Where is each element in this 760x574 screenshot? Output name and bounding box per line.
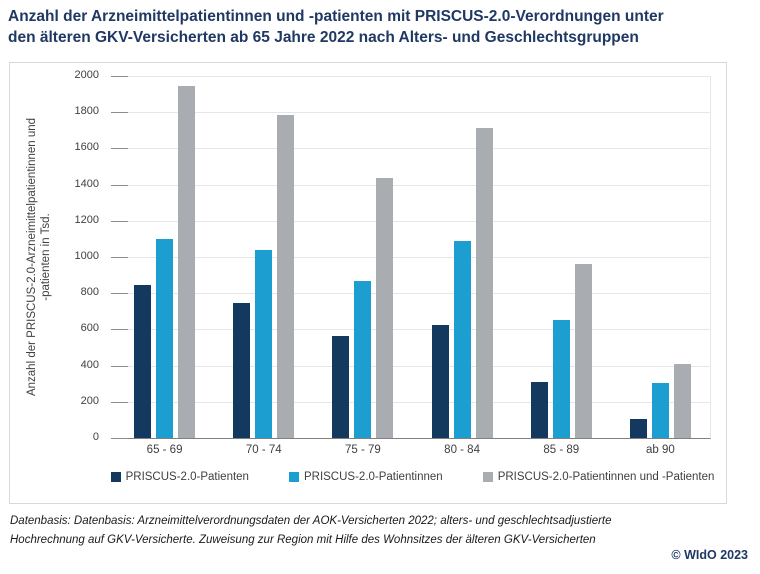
x-tick-label: 80 - 84 bbox=[444, 444, 480, 456]
bar bbox=[332, 335, 350, 438]
y-tick-label: 1000 bbox=[74, 250, 99, 262]
x-tick-label: 75 - 79 bbox=[345, 444, 381, 456]
bar bbox=[574, 264, 592, 438]
gridline bbox=[115, 401, 710, 403]
gridline bbox=[115, 329, 710, 331]
legend-label: PRISCUS-2.0-Patientinnen und -Patienten bbox=[497, 471, 715, 483]
y-tick-mark bbox=[111, 293, 128, 295]
bar bbox=[156, 238, 174, 438]
y-tick-label: 2000 bbox=[74, 69, 99, 81]
page-title-line-2: den älteren GKV-Versicherten ab 65 Jahre… bbox=[8, 29, 639, 46]
y-tick-label: 0 bbox=[92, 431, 99, 443]
legend-swatch bbox=[482, 472, 493, 482]
y-tick-mark bbox=[111, 76, 128, 77]
y-tick-mark bbox=[111, 329, 128, 331]
y-tick-label: 1400 bbox=[74, 177, 99, 190]
y-tick-mark bbox=[111, 365, 128, 367]
legend: PRISCUS-2.0-Patienten PRISCUS-2.0-Patient… bbox=[110, 468, 714, 486]
copyright: © WIdO 2023 bbox=[671, 548, 748, 562]
y-tick-mark bbox=[111, 401, 128, 403]
plot-area: 0 200 400 600 800 1000 1200 1400 1600 1800 2000 65 … bbox=[75, 69, 711, 456]
footer-note-line-1: Datenbasis: Datenbasis: Arzneimittelvero… bbox=[10, 515, 612, 527]
bar bbox=[453, 240, 471, 438]
bar bbox=[475, 127, 493, 438]
bar bbox=[277, 114, 295, 438]
bar bbox=[530, 381, 548, 438]
bar bbox=[255, 249, 273, 438]
y-tick-mark bbox=[111, 220, 128, 222]
bar bbox=[651, 382, 669, 438]
gridline bbox=[115, 293, 710, 295]
x-tick-label: 85 - 89 bbox=[543, 444, 580, 456]
chart-panel: Anzahl der PRISCUS-2.0-Arzneimittelpatie… bbox=[9, 62, 727, 504]
gridline bbox=[115, 365, 710, 367]
y-tick-mark bbox=[111, 257, 128, 258]
y-axis-title-line-2: -patienten in Tsd. bbox=[40, 213, 52, 301]
gridline bbox=[115, 112, 710, 114]
gridline bbox=[115, 76, 710, 77]
page-title: Anzahl der Arzneimittelpatientinnen und … bbox=[8, 6, 754, 48]
x-tick-label: 70 - 74 bbox=[245, 444, 282, 456]
legend-item: PRISCUS-2.0-Patientinnen bbox=[288, 471, 443, 483]
bar bbox=[376, 178, 394, 438]
y-tick-label: 800 bbox=[80, 286, 99, 299]
footer-note-line-2: Hochrechnung auf GKV-Versicherte. Zuweis… bbox=[10, 534, 596, 546]
y-tick-label: 600 bbox=[80, 322, 99, 335]
bar bbox=[552, 320, 570, 438]
y-tick-label: 1200 bbox=[74, 213, 99, 226]
y-tick-mark bbox=[111, 112, 128, 114]
y-tick-label: 1600 bbox=[74, 141, 99, 154]
gridline bbox=[115, 148, 710, 150]
y-axis-title-text: Anzahl der PRISCUS-2.0-Arzneimittelpatie… bbox=[25, 118, 53, 396]
bar bbox=[673, 363, 691, 438]
legend-swatch bbox=[110, 472, 121, 482]
gridline bbox=[115, 184, 710, 186]
bar bbox=[629, 419, 647, 438]
y-tick-mark bbox=[111, 438, 128, 439]
page-title-line-1: Anzahl der Arzneimittelpatientinnen und … bbox=[8, 8, 664, 25]
x-tick-label: ab 90 bbox=[646, 444, 675, 456]
bar bbox=[431, 324, 449, 438]
legend-label: PRISCUS-2.0-Patientinnen bbox=[303, 471, 443, 483]
legend-label: PRISCUS-2.0-Patienten bbox=[125, 471, 249, 483]
y-tick-mark bbox=[111, 148, 128, 150]
legend-item: PRISCUS-2.0-Patientinnen und -Patienten bbox=[482, 471, 715, 483]
y-axis-title-line-1: Anzahl der PRISCUS-2.0-Arzneimittelpatie… bbox=[26, 117, 38, 397]
bar bbox=[178, 86, 196, 438]
y-tick-label: 400 bbox=[80, 358, 99, 371]
gridline bbox=[115, 220, 710, 222]
bar bbox=[233, 303, 251, 438]
legend-swatch bbox=[288, 472, 299, 482]
bar bbox=[354, 280, 372, 438]
footer-note: Datenbasis: Datenbasis: Arzneimittelvero… bbox=[10, 512, 750, 550]
legend-item: PRISCUS-2.0-Patienten bbox=[110, 471, 249, 483]
bar bbox=[134, 285, 152, 438]
y-tick-label: 1800 bbox=[74, 105, 99, 118]
x-tick-label: 65 - 69 bbox=[146, 444, 183, 456]
y-tick-label: 200 bbox=[80, 394, 99, 407]
y-tick-mark bbox=[111, 184, 128, 186]
gridline bbox=[115, 257, 710, 258]
